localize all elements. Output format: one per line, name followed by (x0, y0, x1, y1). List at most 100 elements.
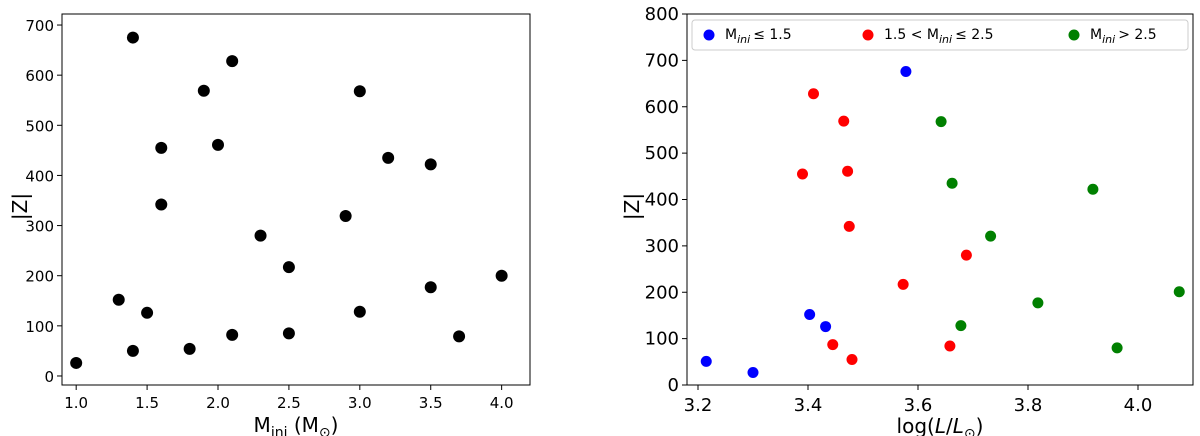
data-point-series-0 (820, 321, 832, 333)
y-tick-label: 200 (25, 268, 54, 286)
data-point (155, 198, 168, 211)
data-point-series-1 (797, 168, 808, 180)
data-point (353, 85, 366, 98)
data-point-series-0 (700, 355, 712, 367)
data-point (382, 151, 395, 164)
data-point-series-1 (827, 339, 839, 351)
legend-marker-low-mass (703, 29, 715, 41)
y-tick-label: 500 (645, 143, 679, 164)
legend-label-low-mass: Mini ≤ 1.5 (725, 27, 792, 46)
legend-marker-high-mass (1068, 29, 1080, 41)
data-point (112, 293, 125, 306)
data-point-series-2 (1032, 297, 1044, 309)
x-tick-label: 3.0 (348, 394, 372, 412)
left-y-axis-ticks: 0 100 200 300 400 500 600 700 (25, 17, 62, 386)
x-tick-label: 4.0 (490, 394, 514, 412)
data-point (141, 306, 154, 319)
legend-entry-high-mass: Mini > 2.5 (1068, 27, 1157, 46)
y-tick-label: 300 (645, 236, 679, 257)
right-y-axis-ticks: 0 100 200 300 400 500 600 700 800 (645, 4, 687, 396)
left-x-axis-ticks: 1.0 1.5 2.0 2.5 3.0 3.5 4.0 (64, 385, 514, 412)
data-point-series-0 (804, 309, 816, 321)
data-point-series-2 (1173, 286, 1185, 298)
data-point (70, 356, 83, 369)
data-point-series-2 (955, 320, 967, 332)
data-point (226, 55, 239, 68)
x-tick-label: 3.5 (419, 394, 443, 412)
left-data-points (70, 31, 508, 369)
right-data-points (700, 66, 1185, 378)
y-tick-label: 800 (645, 4, 679, 25)
data-point (424, 281, 437, 294)
x-tick-label: 1.0 (64, 394, 88, 412)
y-tick-label: 400 (645, 190, 679, 211)
data-point-series-1 (944, 340, 956, 352)
data-point-series-1 (960, 249, 972, 261)
x-tick-label: 3.8 (1014, 395, 1043, 416)
left-scatter-plot: 1.0 1.5 2.0 2.5 3.0 3.5 4.0 0 100 200 300 400 500 60… (8, 13, 531, 436)
right-y-axis-label: |Z| (620, 193, 644, 220)
data-point-series-1 (843, 220, 855, 232)
right-scatter-plot: 3.2 3.4 3.6 3.8 4.0 0 100 200 300 400 500 600 700 80… (620, 4, 1194, 436)
data-point-series-1 (842, 165, 854, 177)
data-point-series-1 (846, 353, 858, 365)
x-tick-label: 1.5 (135, 394, 159, 412)
data-point-series-2 (946, 177, 958, 189)
data-point-series-2 (1111, 342, 1123, 354)
legend-box (691, 19, 1189, 51)
x-tick-label: 3.4 (794, 395, 823, 416)
left-x-axis-label: Mini (M⊙) (254, 413, 339, 436)
y-tick-label: 100 (25, 318, 54, 336)
data-point (453, 330, 466, 343)
right-x-axis-label: log(L/L⊙) (897, 414, 984, 436)
data-point-series-1 (897, 278, 909, 290)
data-point (126, 344, 139, 357)
data-point (339, 210, 352, 223)
data-point (254, 229, 267, 242)
y-tick-label: 0 (668, 375, 679, 396)
y-tick-label: 500 (25, 117, 54, 135)
data-point-series-2 (935, 116, 947, 128)
y-tick-label: 700 (645, 50, 679, 71)
data-point (226, 328, 239, 341)
left-plot-frame (61, 13, 531, 386)
y-tick-label: 600 (25, 67, 54, 85)
data-point-series-1 (838, 115, 850, 127)
right-plot-frame (686, 13, 1194, 386)
legend-entry-mid-mass: 1.5 < Mini ≤ 2.5 (862, 27, 994, 46)
legend-entry-low-mass: Mini ≤ 1.5 (703, 27, 792, 46)
legend-label-high-mass: Mini > 2.5 (1090, 27, 1157, 46)
y-tick-label: 700 (25, 17, 54, 35)
right-x-axis-ticks: 3.2 3.4 3.6 3.8 4.0 (684, 385, 1153, 416)
data-point-series-2 (985, 230, 997, 242)
legend-label-mid-mass: 1.5 < Mini ≤ 2.5 (884, 27, 994, 46)
y-tick-label: 200 (645, 282, 679, 303)
data-point (155, 141, 168, 154)
data-point-series-1 (808, 88, 819, 100)
data-point (495, 269, 508, 282)
x-tick-label: 3.6 (904, 395, 933, 416)
data-point (197, 84, 210, 97)
y-tick-label: 100 (645, 329, 679, 350)
y-tick-label: 600 (645, 97, 679, 118)
data-point (282, 261, 295, 274)
left-y-axis-label: |Z| (8, 193, 32, 220)
legend-marker-mid-mass (862, 29, 874, 41)
data-point (353, 305, 366, 318)
x-tick-label: 3.2 (684, 395, 713, 416)
x-tick-label: 2.5 (277, 394, 301, 412)
legend: Mini ≤ 1.5 1.5 < Mini ≤ 2.5 Mini > 2.5 (691, 19, 1189, 51)
data-point (212, 138, 224, 151)
data-point-series-0 (747, 366, 759, 378)
x-tick-label: 4.0 (1124, 395, 1153, 416)
data-point (126, 31, 139, 44)
data-point-series-0 (900, 66, 912, 78)
x-tick-label: 2.0 (206, 394, 230, 412)
data-point (282, 327, 295, 340)
data-point (424, 158, 437, 171)
y-tick-label: 400 (25, 167, 54, 185)
data-point (183, 342, 196, 355)
y-tick-label: 0 (44, 368, 54, 386)
data-point-series-2 (1087, 183, 1099, 195)
